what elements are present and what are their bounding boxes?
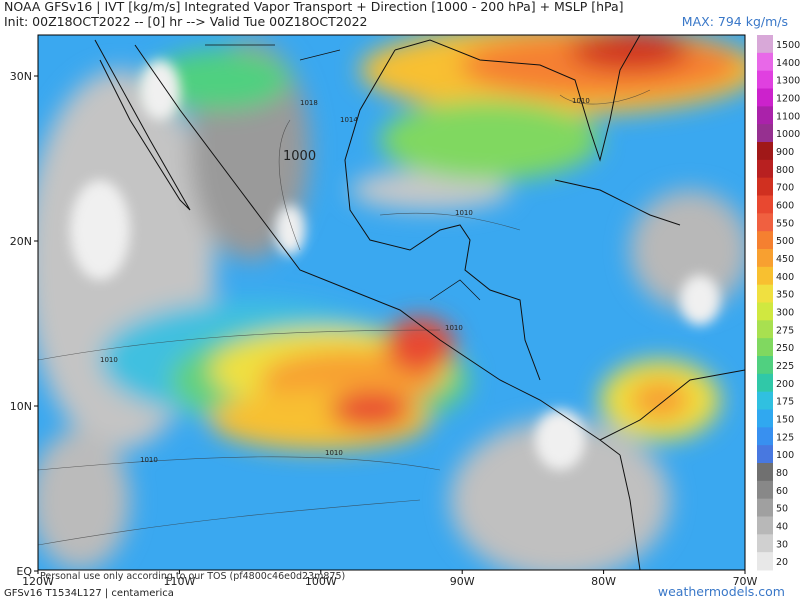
- colorbar-swatch: [757, 35, 773, 54]
- colorbar-label: 350: [776, 290, 794, 301]
- colorbar-swatch: [757, 445, 773, 464]
- colorbar-swatch: [757, 302, 773, 321]
- colorbar-swatch: [757, 516, 773, 535]
- isobar-label: 1010: [455, 209, 473, 217]
- colorbar-swatch: [757, 142, 773, 161]
- isobar-label: 1000: [283, 149, 316, 164]
- colorbar-swatch: [757, 195, 773, 214]
- colorbar-swatch: [757, 320, 773, 339]
- lon-label: 90W: [450, 575, 475, 588]
- colorbar-label: 125: [776, 432, 794, 443]
- colorbar-label: 100: [776, 450, 794, 461]
- colorbar-swatch: [757, 231, 773, 250]
- colorbar-label: 400: [776, 272, 794, 283]
- colorbar-swatch: [757, 463, 773, 482]
- max-value: MAX: 794 kg/m/s: [682, 14, 788, 29]
- colorbar-swatch: [757, 88, 773, 107]
- colorbar-swatch: [757, 213, 773, 232]
- colorbar-label: 700: [776, 183, 794, 194]
- lon-label: 80W: [591, 575, 616, 588]
- lon-label: 70W: [733, 575, 758, 588]
- colorbar-label: 600: [776, 200, 794, 211]
- colorbar-swatch: [757, 52, 773, 72]
- colorbar-swatch: [757, 498, 773, 517]
- colorbar-label: 150: [776, 414, 794, 425]
- colorbar-swatch: [757, 159, 773, 179]
- colorbar-swatch: [757, 373, 773, 393]
- colorbar-label: 275: [776, 325, 794, 336]
- colorbar-label: 225: [776, 361, 794, 372]
- site: weathermodels.com: [658, 584, 785, 599]
- colorbar-label: 1500: [776, 40, 800, 51]
- lon-label: 110W: [163, 575, 195, 588]
- isobar-label: 1010: [325, 449, 343, 457]
- colorbar-swatch: [757, 177, 773, 196]
- lat-label: 20N: [10, 235, 32, 248]
- lat-label: 10N: [10, 400, 32, 413]
- title: NOAA GFSv16 | IVT [kg/m/s] Integrated Va…: [4, 0, 624, 14]
- colorbar-label: 40: [776, 521, 788, 532]
- map: [38, 35, 745, 570]
- colorbar-label: 250: [776, 343, 794, 354]
- colorbar-label: 20: [776, 557, 788, 568]
- map-frame: [37, 34, 746, 571]
- lon-label: 100W: [305, 575, 337, 588]
- colorbar-swatch: [757, 409, 773, 428]
- isobar-label: 1010: [140, 456, 158, 464]
- colorbar-label: 800: [776, 165, 794, 176]
- colorbar-label: 300: [776, 307, 794, 318]
- colorbar-label: 60: [776, 486, 788, 497]
- colorbar-swatch: [757, 427, 773, 446]
- colorbar-label: 450: [776, 254, 794, 265]
- colorbar-label: 1300: [776, 76, 800, 87]
- colorbar-swatch: [757, 356, 773, 375]
- colorbar-label: 550: [776, 218, 794, 229]
- lat-label: 30N: [10, 70, 32, 83]
- colorbar-swatch: [757, 338, 773, 357]
- colorbar-label: 900: [776, 147, 794, 158]
- colorbar-swatch: [757, 266, 773, 286]
- colorbar-label: 80: [776, 468, 788, 479]
- lon-label: 120W: [22, 575, 54, 588]
- colorbar-label: 30: [776, 539, 788, 550]
- colorbar-swatch: [757, 284, 773, 303]
- model-info: GFSv16 T1534L127 | centamerica: [4, 588, 174, 599]
- isobar-label: 1014: [340, 116, 358, 124]
- isobar-label: 1010: [572, 97, 590, 105]
- subtitle: Init: 00Z18OCT2022 -- [0] hr --> Valid T…: [4, 14, 368, 29]
- colorbar-label: 1100: [776, 111, 800, 122]
- colorbar-swatch: [757, 70, 773, 89]
- isobar-label: 1010: [445, 324, 463, 332]
- colorbar-swatch: [757, 480, 773, 500]
- colorbar-label: 1200: [776, 93, 800, 104]
- colorbar-swatch: [757, 391, 773, 410]
- disclaimer: Personal use only according to our TOS (…: [40, 571, 345, 582]
- colorbar-swatch: [757, 552, 773, 571]
- colorbar-swatch: [757, 106, 773, 125]
- colorbar-swatch: [757, 534, 773, 553]
- lat-label: EQ: [16, 565, 32, 578]
- isobar-label: 1018: [300, 99, 318, 107]
- colorbar-label: 1000: [776, 129, 800, 140]
- colorbar-label: 175: [776, 397, 794, 408]
- colorbar-swatch: [757, 249, 773, 268]
- colorbar-label: 200: [776, 379, 794, 390]
- colorbar-swatch: [757, 124, 773, 143]
- colorbar-label: 500: [776, 236, 794, 247]
- colorbar-label: 50: [776, 504, 788, 515]
- isobar-label: 1010: [100, 356, 118, 364]
- colorbar-label: 1400: [776, 58, 800, 69]
